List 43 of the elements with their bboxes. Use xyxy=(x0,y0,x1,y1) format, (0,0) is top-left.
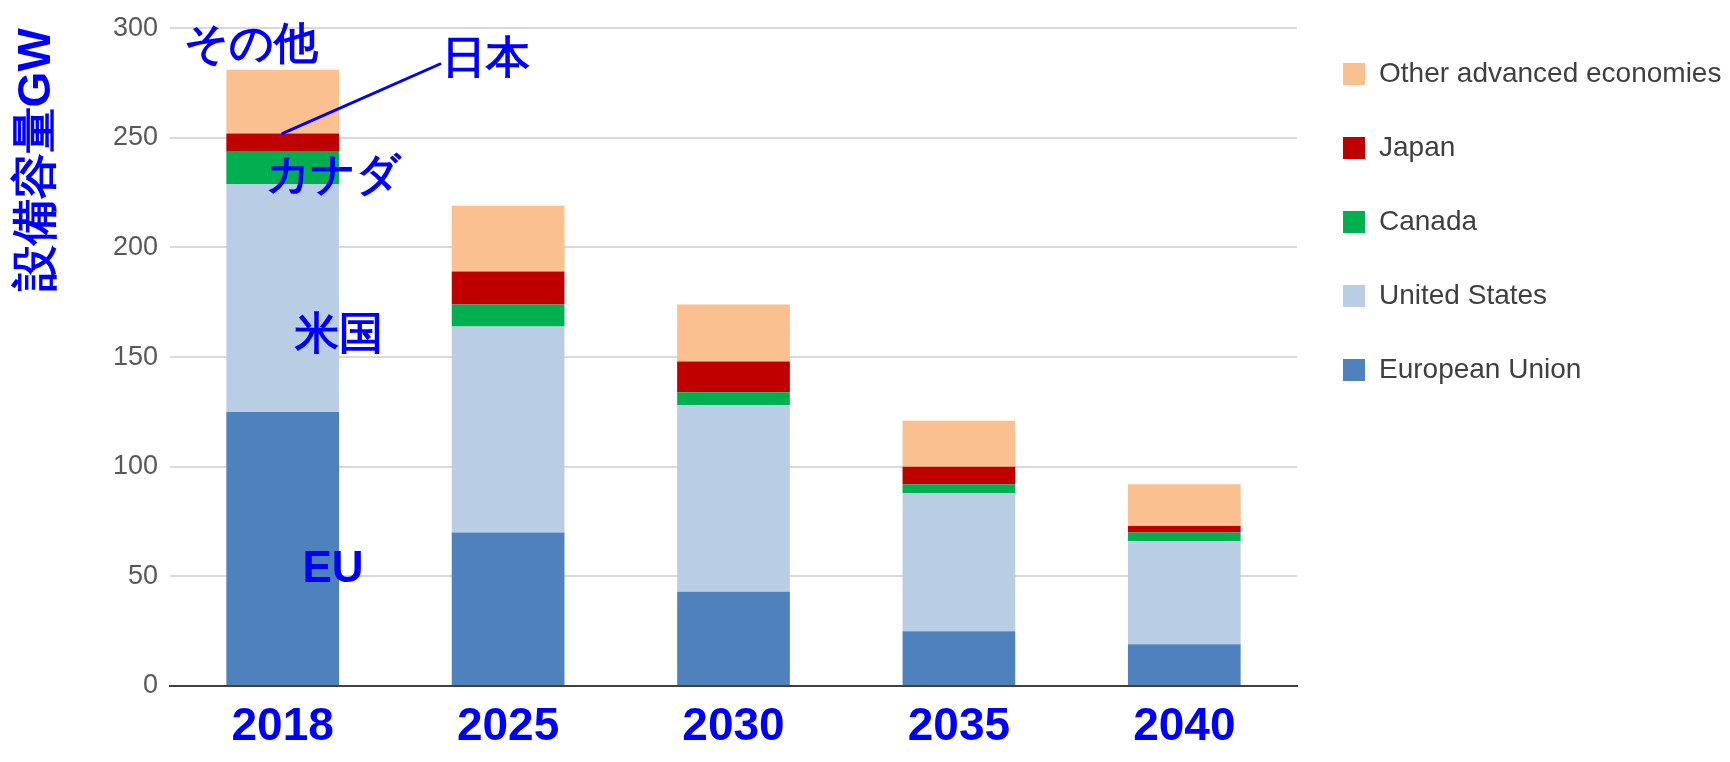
bar xyxy=(1127,484,1241,526)
y-tick-label: 50 xyxy=(127,559,158,590)
bar xyxy=(451,304,565,327)
y-tick-label: 200 xyxy=(112,230,158,261)
bar xyxy=(677,392,790,406)
annotation: 日本 xyxy=(442,32,530,82)
bar xyxy=(677,405,790,592)
x-tick-label: 2018 xyxy=(231,697,334,750)
bar xyxy=(677,591,790,685)
y-tick-label: 0 xyxy=(142,669,158,700)
bar xyxy=(1127,541,1241,645)
legend-label: Other advanced economies xyxy=(1379,56,1722,88)
annotation: 米国 xyxy=(294,308,383,358)
y-axis-title: 設備容量GW xyxy=(8,27,61,293)
bar xyxy=(451,271,565,305)
legend-label: European Union xyxy=(1379,352,1582,384)
bar xyxy=(226,133,340,151)
bar xyxy=(902,484,1016,494)
bar xyxy=(1127,644,1241,685)
y-tick-label: 250 xyxy=(112,121,158,152)
legend-label: United States xyxy=(1379,278,1548,310)
bar xyxy=(902,466,1016,485)
bar xyxy=(226,69,340,134)
bar xyxy=(451,532,565,685)
bar xyxy=(677,304,790,362)
legend-label: Japan xyxy=(1379,130,1456,162)
bar xyxy=(451,326,565,533)
y-tick-label: 150 xyxy=(112,340,158,371)
bar xyxy=(677,361,790,393)
bar xyxy=(902,631,1016,685)
bar xyxy=(451,205,565,272)
y-tick-label: 100 xyxy=(112,450,158,481)
bar xyxy=(902,493,1016,632)
y-tick-label: 300 xyxy=(112,11,158,42)
legend-label: Canada xyxy=(1379,204,1478,236)
x-tick-label: 2040 xyxy=(1133,697,1236,750)
bar xyxy=(902,420,1016,467)
x-tick-label: 2025 xyxy=(456,697,560,750)
bar xyxy=(1127,532,1241,542)
x-tick-label: 2030 xyxy=(682,697,785,750)
annotation: その他 xyxy=(184,18,319,68)
x-tick-label: 2035 xyxy=(907,697,1011,750)
bar xyxy=(1127,525,1241,533)
